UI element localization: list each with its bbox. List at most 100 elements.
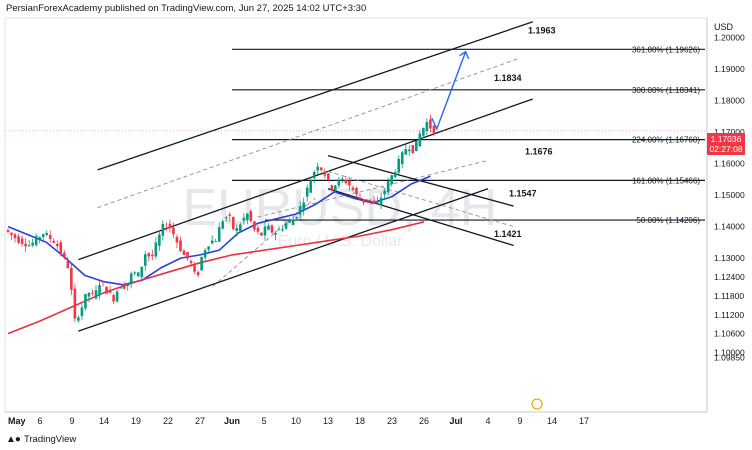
channel-line	[97, 21, 534, 171]
candle-body	[172, 227, 175, 235]
symbol-watermark: EURUSD, 4H Euro / U.S. Dollar	[183, 179, 498, 250]
candle-body	[13, 234, 17, 239]
candle-body	[189, 260, 193, 263]
moving-average-slow	[7, 221, 425, 335]
tradingview-footer[interactable]: ▲● TradingView	[6, 434, 76, 445]
candle-body	[214, 241, 217, 242]
watermark-symbol: EURUSD, 4H	[183, 179, 498, 237]
candle-body	[154, 242, 158, 257]
price-axis[interactable]: 1.20000 1.19000 1.18000 1.17000 1.16000 1.150…	[714, 33, 745, 363]
candle-body	[316, 166, 320, 171]
candle-body	[432, 125, 436, 135]
candle-body	[87, 292, 91, 297]
candle-body	[418, 133, 422, 147]
candle-body	[196, 272, 200, 276]
last-price-value: 1.17036	[710, 134, 742, 144]
moving-averages	[7, 175, 431, 335]
channel-line	[78, 188, 489, 332]
candle-body	[246, 213, 249, 221]
time-tick-label: 26	[419, 416, 429, 426]
candle-body	[263, 226, 267, 236]
candle-body	[80, 307, 84, 317]
candle-body	[24, 243, 27, 247]
candle-body	[274, 232, 277, 235]
time-tick-label: 9	[517, 416, 522, 426]
candle-body	[221, 221, 225, 229]
candle-body	[277, 229, 281, 231]
candle-body	[168, 223, 172, 229]
bar-countdown: 02:27:08	[709, 144, 743, 154]
candle-body	[210, 240, 214, 244]
price-tick-label: 1.10600	[714, 329, 745, 339]
dashed-channel-line	[97, 57, 521, 209]
fib-level-label: 300.00% (1.18341)	[632, 86, 700, 95]
candle-body	[411, 145, 415, 154]
fib-annotation: 1.1834	[494, 73, 522, 83]
candle-body	[327, 173, 330, 180]
time-tick-label: Jul	[449, 416, 462, 426]
candle-body	[193, 265, 196, 272]
fib-annotation: 1.1963	[528, 25, 556, 35]
candle-body	[242, 217, 246, 221]
candle-body	[77, 317, 80, 321]
fib-level-label: 161.80% (1.15466)	[632, 176, 700, 185]
candle-body	[20, 238, 24, 244]
tradingview-logo-icon: ▲●	[6, 434, 21, 445]
time-axis[interactable]: May 6 9 14 19 22 27 Jun 5 10 13 18 23 26 Jul 4 9 14 17	[8, 416, 589, 426]
candle-body	[140, 266, 144, 278]
candle-body	[397, 158, 401, 173]
last-price-badge: 1.17036 02:27:08	[707, 133, 745, 155]
time-tick-label: 27	[195, 416, 205, 426]
candle-body	[231, 216, 235, 230]
candle-body	[319, 167, 323, 171]
candle-body	[239, 224, 242, 232]
time-tick-label: 17	[579, 416, 589, 426]
candle-body	[91, 292, 94, 294]
candle-body	[309, 180, 313, 193]
time-tick-label: 6	[37, 416, 42, 426]
candle-body	[305, 187, 309, 197]
candle-body	[400, 152, 404, 165]
projection-arrow	[431, 51, 467, 131]
candle-body	[312, 172, 316, 179]
price-tick-label: 1.11200	[714, 310, 744, 320]
candle-body	[143, 254, 147, 266]
candle-body	[344, 180, 348, 184]
watermark-subtitle: Euro / U.S. Dollar	[278, 233, 403, 250]
candlesticks	[6, 114, 436, 323]
price-tick-label: 1.12400	[714, 272, 745, 282]
candle-body	[186, 252, 189, 259]
candle-body	[200, 256, 203, 271]
fib-annotation: 1.1421	[494, 229, 522, 239]
arrow-head-icon	[459, 50, 470, 60]
candle-body	[182, 250, 186, 256]
candle-body	[84, 294, 87, 309]
candle-body	[351, 187, 355, 190]
candle-body	[31, 242, 34, 246]
candle-body	[126, 283, 129, 287]
candle-body	[147, 253, 151, 257]
candle-body	[386, 181, 390, 193]
candle-body	[179, 240, 182, 251]
time-tick-label: 18	[355, 416, 365, 426]
candle-body	[429, 119, 432, 129]
candle-body	[38, 237, 41, 240]
candle-body	[59, 242, 63, 254]
candle-body	[45, 233, 49, 235]
candle-body	[63, 252, 66, 257]
time-tick-label: 5	[261, 416, 266, 426]
candle-body	[425, 122, 429, 132]
candle-body	[415, 140, 418, 152]
candle-body	[341, 178, 344, 180]
candle-body	[17, 236, 20, 243]
price-tick-label: 1.19000	[714, 64, 745, 74]
candle-body	[235, 227, 239, 232]
time-tick-label: 10	[291, 416, 301, 426]
candle-body	[249, 211, 253, 222]
candle-body	[281, 229, 284, 231]
tradingview-logo-text: TradingView	[23, 434, 77, 445]
price-tick-label: 1.10000	[714, 348, 745, 358]
price-tick-label: 1.09850	[714, 352, 745, 362]
price-tick-label: 1.17000	[714, 127, 745, 137]
